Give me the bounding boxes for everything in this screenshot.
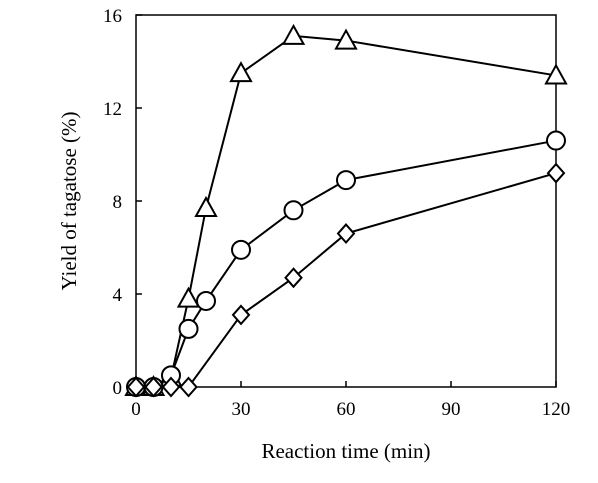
x-tick-label: 0 bbox=[131, 399, 141, 420]
circle-point bbox=[196, 290, 216, 311]
diamond-point bbox=[179, 376, 198, 398]
diamond-point bbox=[161, 376, 181, 398]
triangle-point bbox=[281, 23, 306, 45]
x-tick-label: 90 bbox=[442, 399, 461, 420]
ticks: 0 30 60 90 120 0 4 8 12 16 bbox=[103, 6, 570, 420]
y-tick-label: 8 bbox=[113, 192, 123, 213]
diamond-point bbox=[336, 223, 356, 245]
y-axis-title: Yield of tagatose (%) bbox=[57, 111, 81, 290]
x-axis-title: Reaction time (min) bbox=[261, 439, 430, 463]
y-tick-label: 12 bbox=[103, 99, 122, 120]
series-layer bbox=[124, 23, 568, 398]
diamond-point bbox=[284, 267, 303, 289]
triangle-point bbox=[194, 195, 218, 217]
circle-point bbox=[546, 130, 566, 151]
diamond-point bbox=[126, 376, 146, 398]
x-tick-label: 30 bbox=[232, 399, 251, 420]
triangle-point bbox=[544, 63, 568, 85]
x-tick-label: 60 bbox=[337, 399, 356, 420]
triangle-point bbox=[334, 28, 358, 50]
triangle-point bbox=[176, 286, 201, 308]
y-tick-label: 16 bbox=[103, 6, 122, 27]
diamond-point bbox=[546, 162, 566, 184]
circle-point bbox=[178, 318, 199, 339]
circle-point bbox=[283, 200, 304, 221]
circle-point bbox=[336, 170, 356, 191]
x-tick-label: 120 bbox=[542, 399, 571, 420]
triangle-point bbox=[229, 61, 253, 83]
plot-frame bbox=[135, 14, 557, 388]
circle-point bbox=[231, 239, 251, 260]
y-tick-label: 0 bbox=[113, 378, 123, 399]
diamond-series-line bbox=[136, 172, 557, 388]
diamond-point bbox=[231, 304, 251, 326]
y-tick-label: 4 bbox=[113, 285, 123, 306]
diamond-point bbox=[144, 376, 163, 398]
